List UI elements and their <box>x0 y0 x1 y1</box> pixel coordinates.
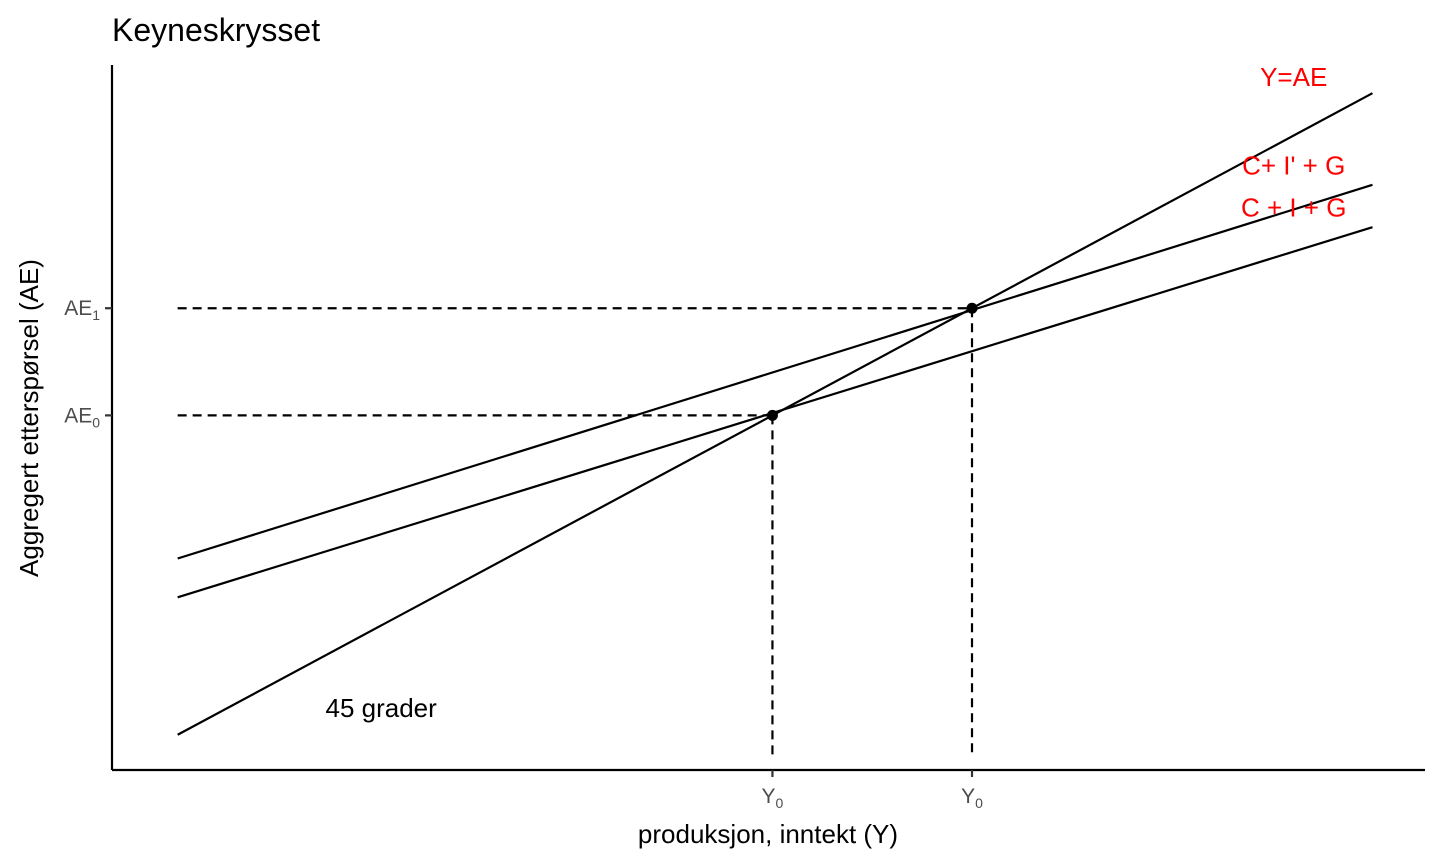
equilibrium-point-1 <box>966 302 978 314</box>
chart-title: Keyneskrysset <box>112 12 320 48</box>
series-line-c-i-g <box>177 183 1373 560</box>
x-tick-label-1: Y0 <box>961 785 983 811</box>
series-label-c-i-g: C+ I' + G <box>1242 150 1345 180</box>
plot-area: Y=AE C+ I' + G C + I + G 45 grader <box>177 62 1374 755</box>
series-label-y-ae: Y=AE <box>1260 62 1327 92</box>
x-axis-title: produksjon, inntekt (Y) <box>638 819 898 849</box>
y-tick-label-0: AE0 <box>64 404 100 430</box>
series-label-c-i-g: C + I + G <box>1241 193 1347 223</box>
axis-ticks: Y0 Y0 AE0 AE1 <box>64 297 983 811</box>
annotation-45-grader: 45 grader <box>326 693 438 723</box>
x-tick-label-0: Y0 <box>762 785 784 811</box>
y-tick-label-1: AE1 <box>64 297 100 323</box>
equilibrium-point-0 <box>766 409 778 421</box>
y-axis-title: Aggregert etterspørsel (AE) <box>14 259 44 577</box>
